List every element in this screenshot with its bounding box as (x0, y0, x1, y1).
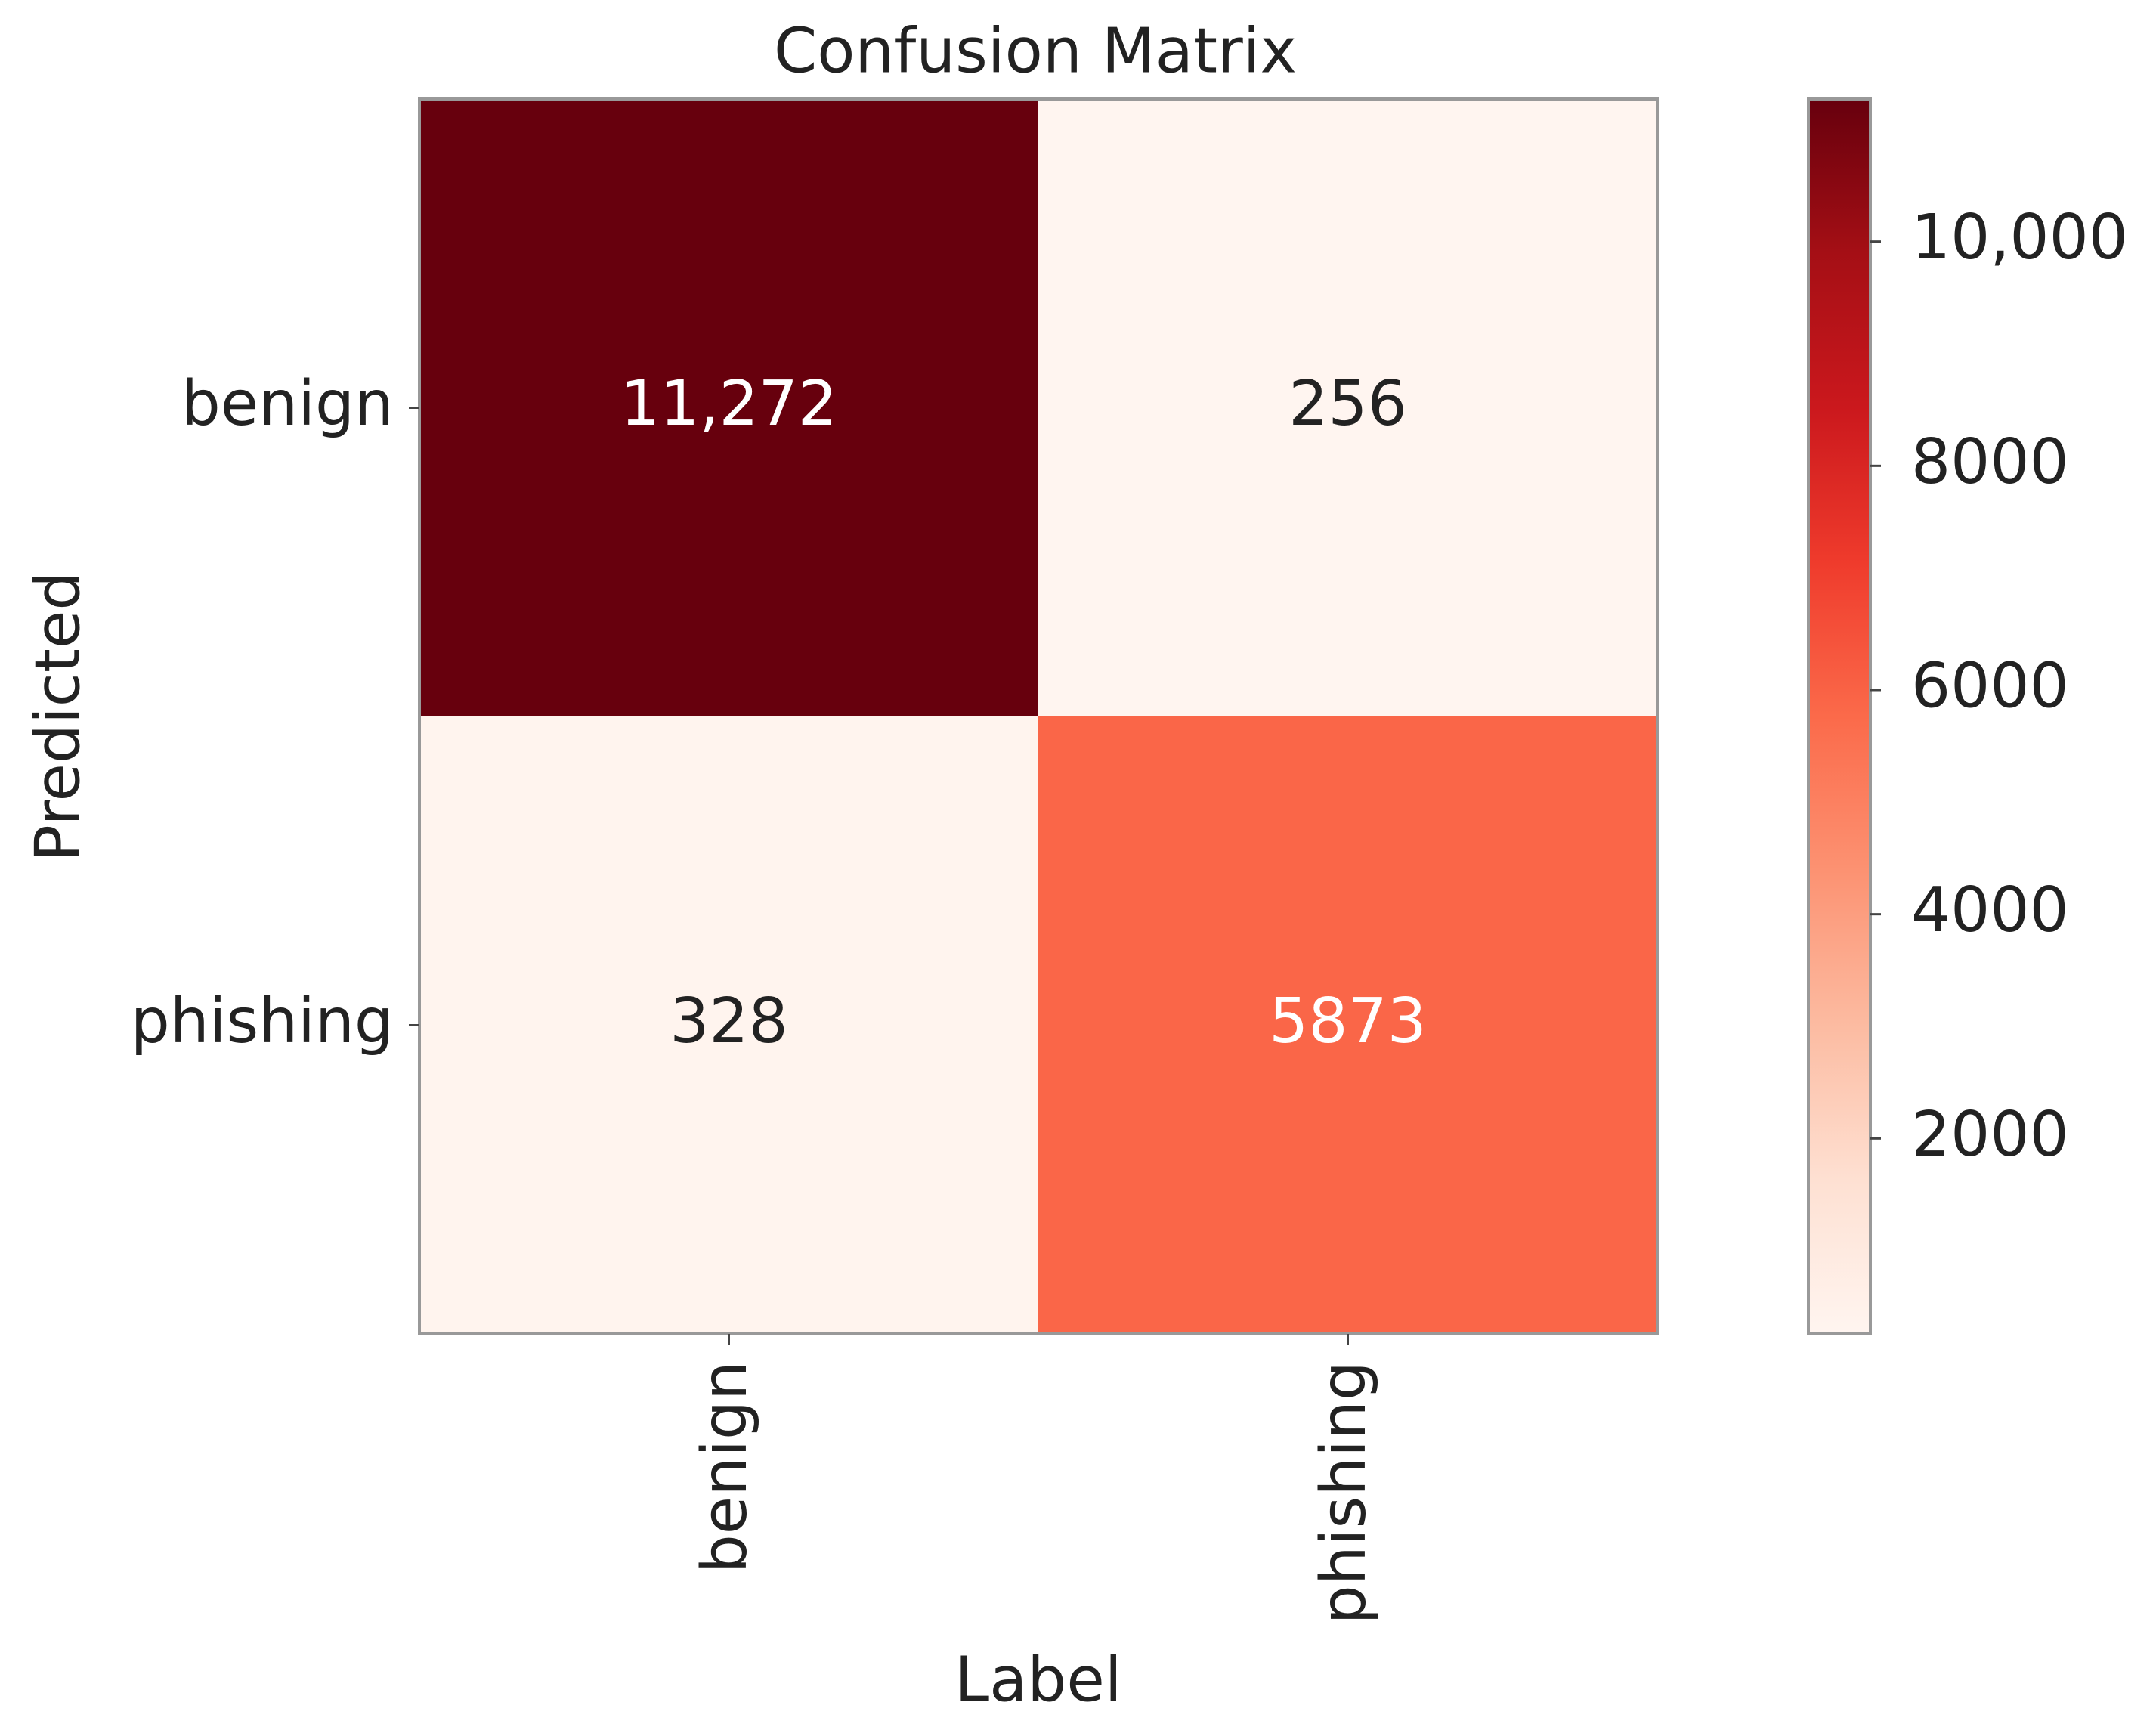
y-tick-label: phishing (131, 986, 394, 1057)
colorbar-tick-label: 2000 (1911, 1099, 2069, 1171)
colorbar-tick-label: 6000 (1911, 650, 2069, 722)
heatmap-cell (419, 716, 1038, 1334)
colorbar-tick-label: 10,000 (1911, 202, 2128, 274)
y-tick-label: benign (181, 368, 394, 440)
x-tick-label: benign (689, 1361, 761, 1574)
x-tick-label: phishing (1308, 1361, 1380, 1624)
heatmap-cell (1038, 716, 1657, 1334)
heatmap-cell (419, 99, 1038, 716)
chart-title: Confusion Matrix (774, 15, 1297, 87)
cell-label: 5873 (1269, 986, 1427, 1057)
cell-label: 11,272 (620, 368, 837, 440)
colorbar-tick-label: 4000 (1911, 874, 2069, 946)
y-axis-label: Predicted (22, 571, 94, 862)
x-axis-label: Label (954, 1644, 1121, 1716)
cell-label: 256 (1288, 368, 1407, 440)
heatmap-cell (1038, 99, 1657, 716)
cell-label: 328 (670, 986, 788, 1057)
colorbar-tick-label: 8000 (1911, 426, 2069, 498)
plot-frame (418, 97, 1659, 1335)
colorbar (1807, 97, 1872, 1335)
